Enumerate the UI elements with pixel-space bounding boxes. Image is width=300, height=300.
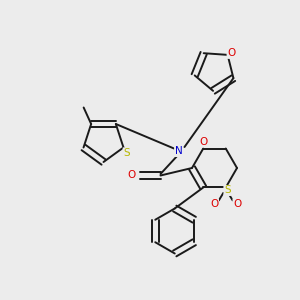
- Text: S: S: [123, 148, 130, 158]
- Text: O: O: [227, 48, 235, 59]
- Text: O: O: [210, 199, 218, 209]
- Text: S: S: [224, 185, 231, 196]
- Text: O: O: [127, 170, 135, 181]
- Text: O: O: [200, 137, 208, 147]
- Text: N: N: [175, 146, 182, 157]
- Text: O: O: [233, 199, 241, 209]
